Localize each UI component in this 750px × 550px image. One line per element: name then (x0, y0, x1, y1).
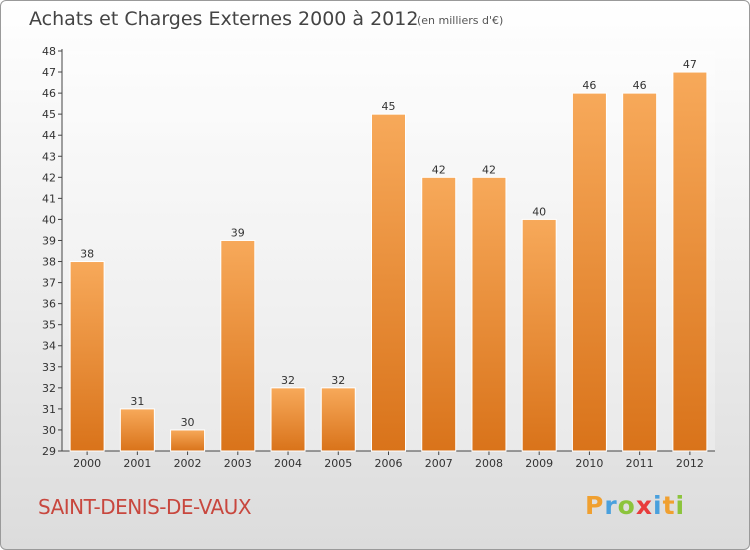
data-label: 46 (633, 79, 647, 92)
x-tick-label: 2001 (123, 457, 151, 470)
data-label: 45 (382, 100, 396, 113)
bar-2010 (571, 92, 607, 452)
y-tick-label: 30 (42, 424, 56, 437)
bar-2005 (320, 387, 356, 452)
y-tick-label: 29 (42, 445, 56, 458)
bar-2004 (270, 387, 306, 452)
data-label: 46 (582, 79, 596, 92)
chart-unit: (en milliers d'€) (417, 14, 504, 27)
x-tick-label: 2004 (274, 457, 302, 470)
bar-2001 (119, 408, 155, 452)
data-label: 40 (532, 205, 546, 218)
bar-2008 (471, 176, 507, 452)
bar-2006 (371, 113, 406, 452)
commune-name: SAINT-DENIS-DE-VAUX (38, 495, 252, 519)
y-tick-label: 44 (42, 129, 56, 142)
chart-title: Achats et Charges Externes 2000 à 2012 (29, 8, 419, 30)
x-tick-label: 2010 (575, 457, 603, 470)
x-tick-label: 2009 (525, 457, 553, 470)
y-tick-label: 47 (42, 66, 56, 79)
data-label: 32 (331, 374, 345, 387)
y-tick-label: 39 (42, 234, 56, 247)
y-tick-label: 42 (42, 171, 56, 184)
data-label: 30 (181, 416, 195, 429)
bar-2012 (672, 71, 708, 452)
x-tick-label: 2012 (676, 457, 704, 470)
logo-letter: x (635, 491, 653, 520)
y-tick-label: 45 (42, 108, 56, 121)
x-tick-label: 2006 (375, 457, 403, 470)
data-label: 39 (231, 226, 245, 239)
logo-letter: r (604, 491, 618, 520)
y-tick-label: 38 (42, 256, 56, 269)
y-tick-label: 41 (42, 192, 56, 205)
logo-letter: i (653, 491, 663, 520)
logo-letter: t (662, 491, 676, 520)
y-tick-label: 46 (42, 87, 56, 100)
proxiti-logo: Proxiti (585, 491, 685, 520)
y-tick-label: 35 (42, 319, 56, 332)
data-label: 42 (482, 163, 496, 176)
logo-letter: P (585, 491, 605, 520)
y-tick-label: 40 (42, 213, 56, 226)
y-tick-label: 48 (42, 45, 56, 58)
x-tick-label: 2007 (425, 457, 453, 470)
bar-2002 (170, 429, 206, 452)
bar-2011 (622, 92, 658, 452)
data-label: 47 (683, 58, 697, 71)
logo-letter: i (675, 491, 686, 520)
y-tick-label: 34 (42, 340, 56, 353)
y-tick-label: 32 (42, 382, 56, 395)
x-tick-label: 2000 (73, 457, 101, 470)
y-tick-label: 31 (42, 403, 56, 416)
x-tick-label: 2008 (475, 457, 503, 470)
data-label: 42 (432, 163, 446, 176)
x-tick-label: 2011 (626, 457, 654, 470)
bar-2007 (421, 176, 457, 452)
logo-letter: o (617, 491, 636, 520)
data-label: 31 (130, 395, 144, 408)
bar-2009 (521, 218, 557, 452)
x-tick-label: 2005 (324, 457, 352, 470)
bar-2003 (220, 239, 256, 452)
data-label: 32 (281, 374, 295, 387)
y-tick-label: 36 (42, 298, 56, 311)
x-tick-label: 2003 (224, 457, 252, 470)
bar-2000 (69, 261, 105, 452)
data-label: 38 (80, 248, 94, 261)
y-tick-label: 43 (42, 150, 56, 163)
x-tick-label: 2002 (174, 457, 202, 470)
y-tick-label: 33 (42, 361, 56, 374)
y-tick-label: 37 (42, 277, 56, 290)
